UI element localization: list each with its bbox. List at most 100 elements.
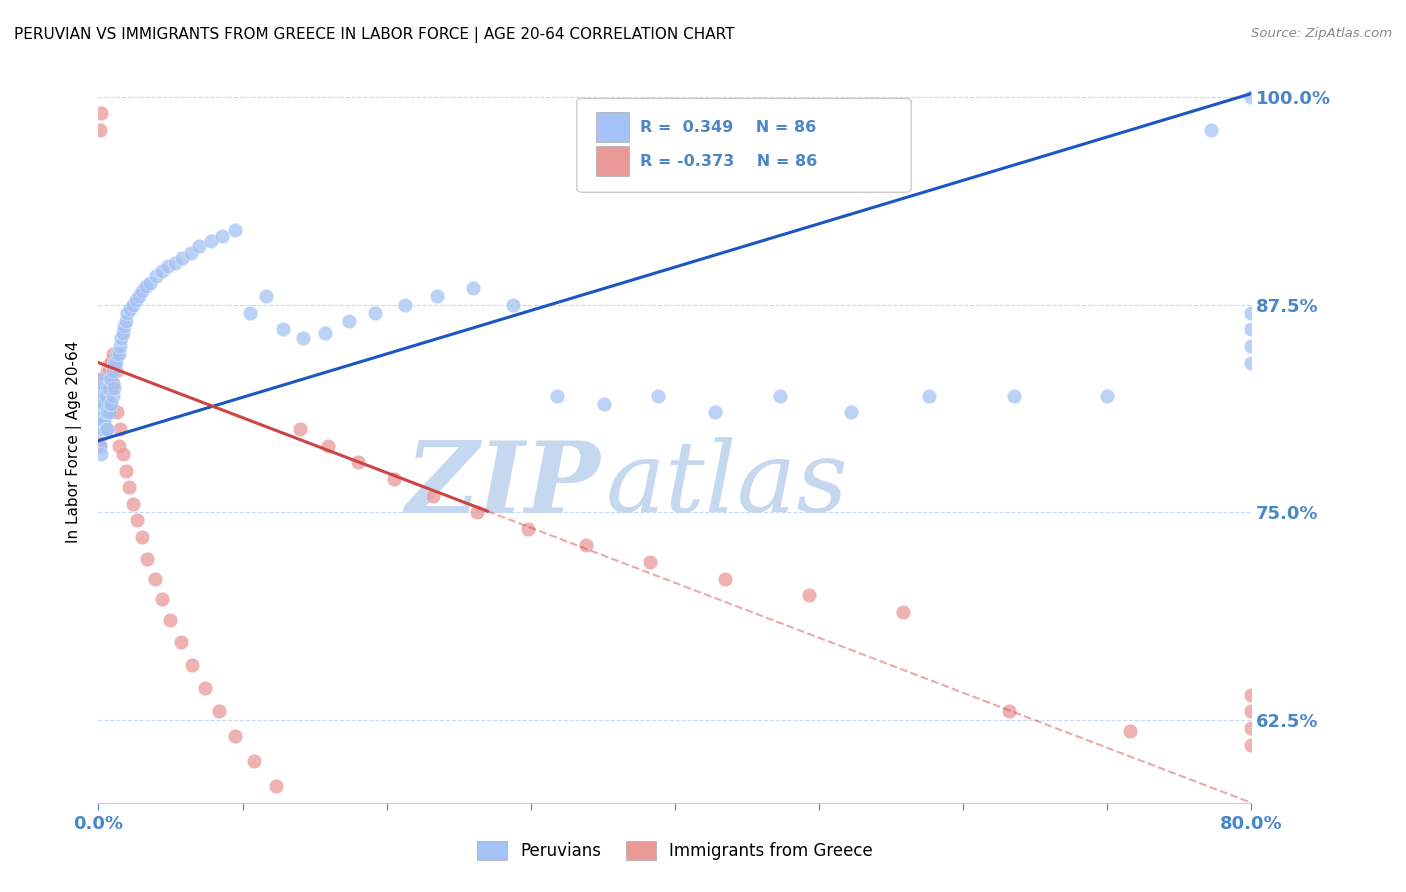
Point — [640, 555, 662, 569]
Point — [100, 356, 122, 370]
Point — [90, 422, 112, 436]
Point — [998, 705, 1021, 719]
Point — [170, 251, 193, 265]
FancyBboxPatch shape — [576, 98, 911, 193]
Point — [97, 380, 120, 394]
Point — [264, 779, 287, 793]
Point — [93, 397, 115, 411]
Point — [516, 522, 538, 536]
Point — [150, 264, 173, 278]
Point — [101, 389, 124, 403]
Point — [89, 372, 111, 386]
Point — [94, 372, 117, 386]
Point — [89, 389, 111, 403]
Point — [91, 405, 114, 419]
Point — [98, 356, 121, 370]
Point — [90, 106, 112, 120]
Point — [112, 319, 135, 334]
Point — [200, 235, 222, 249]
Point — [290, 422, 312, 436]
Point — [145, 269, 167, 284]
Point — [93, 372, 115, 386]
Point — [647, 389, 669, 403]
Text: Source: ZipAtlas.com: Source: ZipAtlas.com — [1251, 27, 1392, 40]
Point — [194, 681, 217, 696]
Point — [114, 314, 136, 328]
Point — [90, 397, 112, 411]
Point — [150, 591, 173, 606]
Point — [120, 302, 142, 317]
Point — [107, 439, 129, 453]
Point — [1240, 738, 1263, 752]
Point — [114, 464, 136, 478]
Point — [97, 405, 120, 419]
Text: PERUVIAN VS IMMIGRANTS FROM GREECE IN LABOR FORCE | AGE 20-64 CORRELATION CHART: PERUVIAN VS IMMIGRANTS FROM GREECE IN LA… — [14, 27, 734, 43]
Point — [546, 389, 568, 403]
Point — [97, 380, 120, 394]
Point — [110, 331, 132, 345]
Point — [107, 347, 129, 361]
Point — [243, 754, 266, 768]
Point — [89, 405, 111, 419]
Point — [90, 447, 112, 461]
Point — [89, 389, 111, 403]
Point — [891, 605, 914, 619]
Point — [91, 405, 114, 419]
Point — [1240, 705, 1263, 719]
Point — [93, 422, 115, 436]
Point — [704, 405, 727, 419]
Point — [91, 414, 114, 428]
Point — [97, 364, 120, 378]
Point — [103, 356, 125, 370]
Legend: Peruvians, Immigrants from Greece: Peruvians, Immigrants from Greece — [470, 834, 880, 867]
Point — [96, 380, 118, 394]
Point — [314, 326, 336, 340]
Point — [98, 380, 121, 394]
Point — [90, 405, 112, 419]
Point — [104, 364, 127, 378]
Point — [96, 405, 118, 419]
Point — [461, 281, 484, 295]
Point — [97, 405, 120, 419]
Point — [105, 347, 128, 361]
Point — [89, 430, 111, 444]
Point — [239, 306, 262, 320]
Text: R =  0.349    N = 86: R = 0.349 N = 86 — [640, 120, 817, 135]
Point — [156, 260, 179, 274]
Point — [89, 397, 111, 411]
Point — [394, 297, 416, 311]
Point — [426, 289, 449, 303]
Point — [98, 405, 121, 419]
Point — [103, 380, 125, 394]
Point — [94, 405, 117, 419]
Point — [1097, 389, 1119, 403]
Point — [1240, 339, 1263, 353]
Point — [96, 422, 118, 436]
Point — [101, 376, 124, 390]
Point — [117, 306, 139, 320]
Point — [91, 397, 114, 411]
Point — [90, 389, 112, 403]
Point — [91, 389, 114, 403]
Point — [769, 389, 792, 403]
Point — [254, 289, 277, 303]
Point — [224, 223, 246, 237]
Point — [502, 297, 524, 311]
Point — [103, 356, 125, 370]
Point — [208, 705, 231, 719]
Point — [100, 372, 122, 386]
Point — [108, 339, 131, 353]
Point — [122, 497, 145, 511]
Point — [1199, 123, 1222, 137]
Point — [316, 439, 339, 453]
Point — [90, 380, 112, 394]
Point — [91, 397, 114, 411]
Point — [188, 239, 211, 253]
Point — [94, 405, 117, 419]
Point — [122, 297, 145, 311]
Point — [101, 347, 124, 361]
Point — [714, 572, 737, 586]
Point — [593, 397, 616, 411]
Point — [93, 405, 115, 419]
Point — [271, 322, 294, 336]
